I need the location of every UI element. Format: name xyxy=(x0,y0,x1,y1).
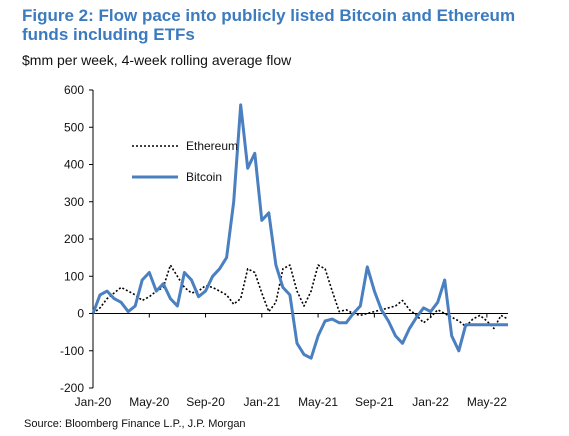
y-tick-label: 0 xyxy=(77,307,84,321)
x-tick-label: Sep-21 xyxy=(355,395,394,409)
y-tick-label: 200 xyxy=(64,232,84,246)
x-tick-label: Jan-21 xyxy=(243,395,280,409)
y-tick-label: 600 xyxy=(64,83,84,97)
y-tick-label: 300 xyxy=(64,195,84,209)
y-tick-label: 500 xyxy=(64,120,84,134)
y-tick-label: -100 xyxy=(60,344,84,358)
x-tick-label: May-22 xyxy=(467,395,507,409)
x-tick-label: Sep-20 xyxy=(186,395,225,409)
legend-label-bitcoin: Bitcoin xyxy=(186,170,222,184)
x-tick-label: Jan-20 xyxy=(75,395,112,409)
y-tick-label: -200 xyxy=(60,381,84,395)
y-tick-label: 400 xyxy=(64,158,84,172)
x-tick-label: May-21 xyxy=(298,395,338,409)
source-note: Source: Bloomberg Finance L.P., J.P. Mor… xyxy=(24,418,246,430)
legend-label-ethereum: Ethereum xyxy=(186,139,238,153)
chart-subtitle: $mm per week, 4-week rolling average flo… xyxy=(22,52,292,68)
series-line-bitcoin xyxy=(91,103,508,360)
x-tick-label: May-20 xyxy=(129,395,169,409)
x-tick-label: Jan-22 xyxy=(412,395,449,409)
y-tick-label: 100 xyxy=(64,269,84,283)
chart-title: Figure 2: Flow pace into publicly listed… xyxy=(22,6,516,44)
series-line-ethereum xyxy=(92,264,509,330)
